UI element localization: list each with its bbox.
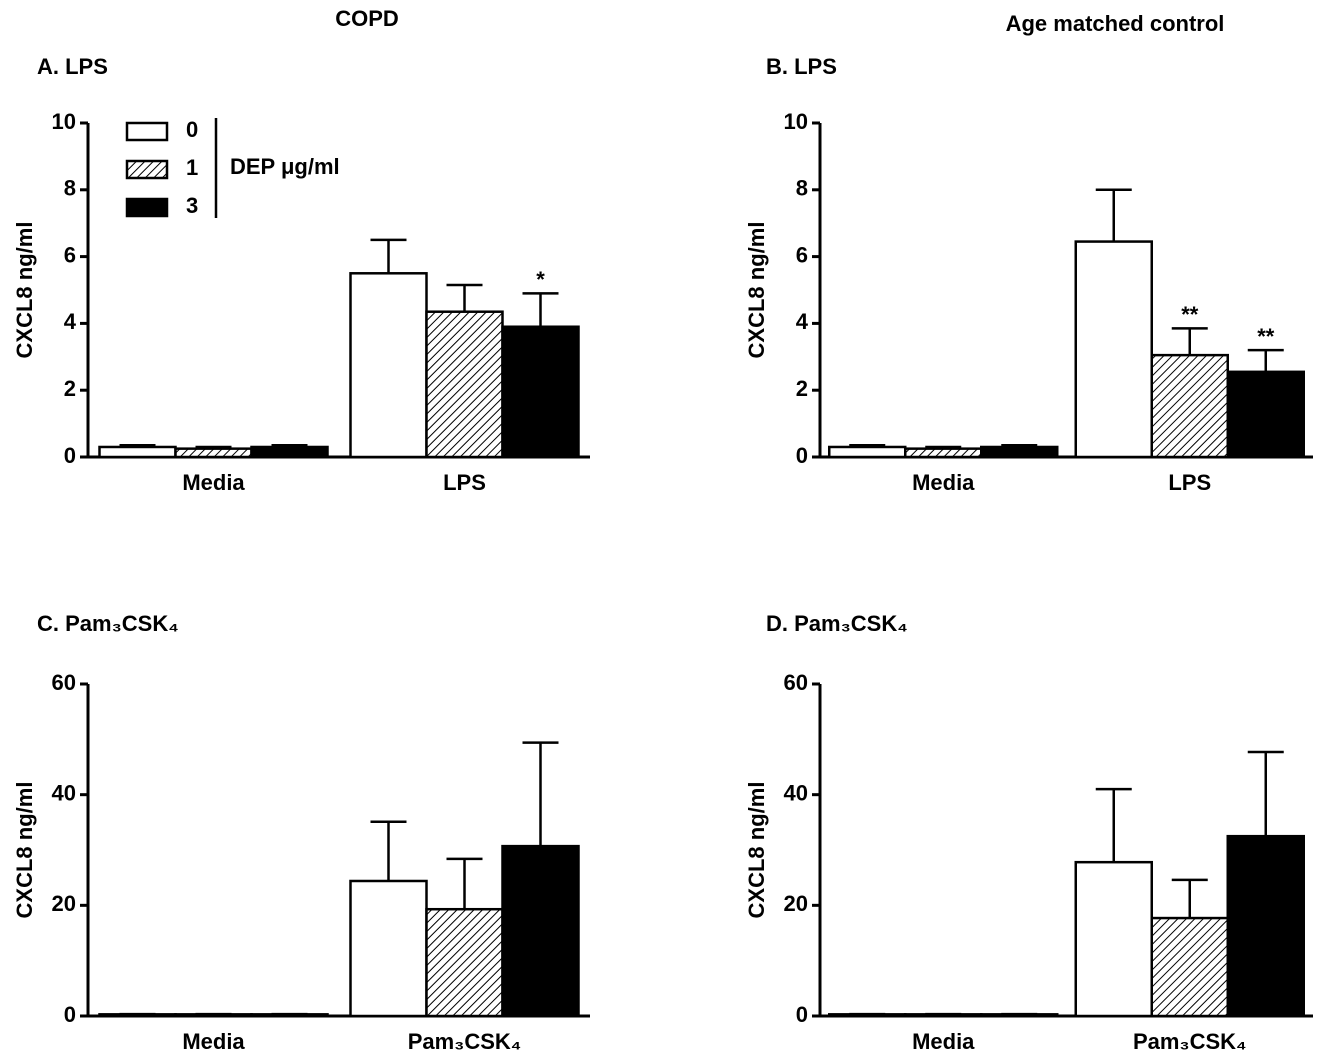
bar [980, 445, 1059, 459]
bar [1226, 370, 1305, 459]
bar [1226, 834, 1305, 1018]
bar [250, 445, 329, 459]
significance: ** [1257, 324, 1275, 349]
y-tick-label: 2 [64, 376, 76, 401]
y-tick-label: 6 [64, 242, 76, 267]
bar [174, 447, 253, 459]
y-tick-label: 8 [64, 176, 76, 201]
x-tick-label: Media [182, 470, 245, 495]
legend-label: 3 [186, 193, 198, 218]
y-axis-label: CXCL8 ng/ml [744, 782, 769, 919]
bar [904, 447, 983, 459]
y-tick-label: 60 [52, 670, 76, 695]
bar [501, 844, 580, 1018]
y-tick-label: 40 [52, 780, 76, 805]
y-tick-label: 0 [64, 1002, 76, 1027]
column-header: Age matched control [1006, 11, 1225, 36]
y-axis-label: CXCL8 ng/ml [744, 222, 769, 359]
x-tick-label: Media [912, 1029, 975, 1054]
x-tick-label: Pam₃CSK₄ [1133, 1029, 1247, 1054]
bar [349, 272, 428, 459]
bar [1074, 240, 1153, 459]
y-tick-label: 60 [784, 670, 808, 695]
legend-label: 0 [186, 117, 198, 142]
y-tick-label: 6 [796, 242, 808, 267]
y-tick-label: 40 [784, 780, 808, 805]
y-tick-label: 0 [796, 1002, 808, 1027]
panel-title: C. Pam₃CSK₄ [37, 611, 179, 636]
bar [425, 907, 504, 1018]
column-header: COPD [335, 6, 399, 31]
x-tick-label: Media [182, 1029, 245, 1054]
x-tick-label: LPS [443, 470, 486, 495]
legend-swatch [125, 121, 169, 142]
x-tick-label: Pam₃CSK₄ [408, 1029, 522, 1054]
x-tick-label: Media [912, 470, 975, 495]
y-tick-label: 8 [796, 176, 808, 201]
y-tick-label: 2 [796, 376, 808, 401]
legend-title: DEP μg/ml [230, 154, 340, 179]
bar [425, 310, 504, 459]
y-tick-label: 20 [52, 891, 76, 916]
bar [501, 325, 580, 459]
y-tick-label: 4 [64, 309, 77, 334]
x-tick-label: LPS [1168, 470, 1211, 495]
y-axis-label: CXCL8 ng/ml [12, 782, 37, 919]
bar [1074, 860, 1153, 1018]
panel-title: A. LPS [37, 54, 108, 79]
significance: * [536, 267, 545, 292]
bar [349, 879, 428, 1018]
panel-title: B. LPS [766, 54, 837, 79]
bar [828, 445, 907, 459]
y-tick-label: 10 [784, 109, 808, 134]
y-tick-label: 0 [796, 443, 808, 468]
significance: ** [1181, 302, 1199, 327]
legend-label: 1 [186, 155, 198, 180]
y-axis-label: CXCL8 ng/ml [12, 222, 37, 359]
legend-swatch [125, 159, 169, 180]
legend-swatch [125, 197, 169, 218]
bar [1150, 916, 1229, 1018]
panel-title: D. Pam₃CSK₄ [766, 611, 908, 636]
bar [1150, 353, 1229, 459]
y-tick-label: 0 [64, 443, 76, 468]
bar [98, 445, 177, 459]
y-tick-label: 20 [784, 891, 808, 916]
y-tick-label: 4 [796, 309, 809, 334]
y-tick-label: 10 [52, 109, 76, 134]
